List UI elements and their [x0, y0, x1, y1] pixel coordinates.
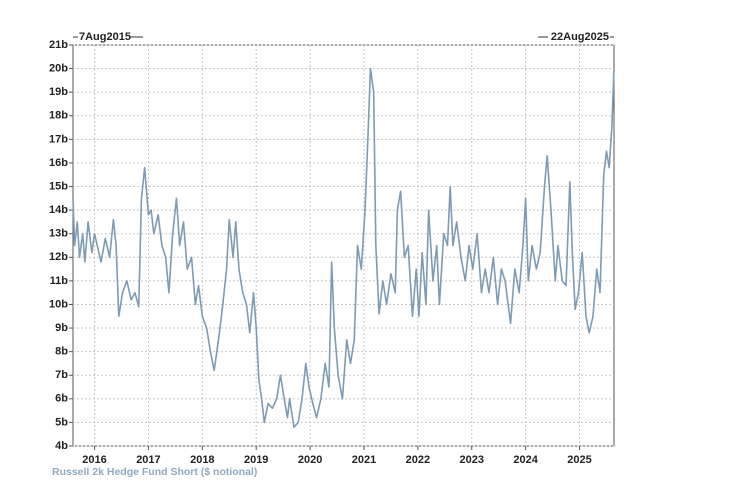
y-tick-label: 10b	[49, 298, 68, 310]
series-line	[72, 67, 615, 428]
y-tick-label: 7b	[55, 369, 68, 381]
x-tick-label: 2025	[567, 454, 591, 466]
y-tick-label: 18b	[49, 110, 68, 122]
legend-label: Russell 2k Hedge Fund Short ($ notional)	[52, 466, 257, 478]
y-tick-label: 6b	[55, 393, 68, 405]
x-tick-label: 2021	[352, 454, 376, 466]
y-tick-label: 4b	[55, 440, 68, 452]
y-tick-label: 15b	[49, 180, 68, 192]
y-tick-label: 12b	[49, 251, 68, 263]
x-tick-label: 2022	[406, 454, 430, 466]
y-tick-label: 16b	[49, 157, 68, 169]
y-tick-label: 17b	[49, 133, 68, 145]
y-tick-label: 14b	[49, 204, 68, 216]
y-tick-label: 13b	[49, 228, 68, 240]
y-tick-label: 11b	[50, 275, 69, 287]
y-tick-label: 9b	[55, 322, 68, 334]
y-tick-label: 21b	[49, 39, 68, 51]
x-tick-label: 2023	[460, 454, 484, 466]
y-tick-label: 20b	[49, 62, 68, 74]
x-tick-label: 2019	[244, 454, 268, 466]
y-tick-label: 19b	[49, 86, 68, 98]
x-tick-label: 2018	[190, 454, 214, 466]
y-tick-label: 8b	[55, 346, 68, 358]
plot-frame	[72, 44, 615, 447]
x-tick-label: 2024	[513, 454, 538, 466]
end-label: 22Aug2025	[551, 31, 609, 43]
x-tick-label: 2016	[82, 454, 106, 466]
x-tick-label: 2020	[298, 454, 322, 466]
y-tick-label: 5b	[55, 416, 68, 428]
x-tick-label: 2017	[136, 454, 160, 466]
start-label: 7Aug2015	[79, 31, 131, 43]
